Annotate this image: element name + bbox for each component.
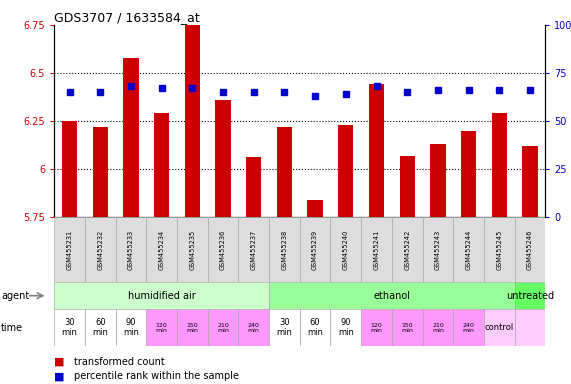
Text: 120
min: 120 min [156,323,168,333]
Text: GSM455238: GSM455238 [282,230,287,270]
Bar [400,156,415,217]
Bar [514,217,545,282]
Bar [514,309,545,346]
Bar [54,309,85,346]
Bar [277,127,292,217]
Text: 150
min: 150 min [186,323,198,333]
Text: 240
min: 240 min [248,323,260,333]
Bar [115,217,146,282]
Bar [239,309,269,346]
Bar [492,113,507,217]
Bar [369,84,384,217]
Bar [54,282,269,309]
Bar [392,309,423,346]
Text: 150
min: 150 min [401,323,413,333]
Bar [177,217,208,282]
Bar [269,282,514,309]
Bar [184,25,200,217]
Bar [208,217,239,282]
Text: 210
min: 210 min [217,323,229,333]
Bar [215,100,231,217]
Bar [453,217,484,282]
Text: GSM455237: GSM455237 [251,230,257,270]
Bar [269,217,300,282]
Bar [85,217,115,282]
Text: 90
min: 90 min [123,318,139,337]
Bar [208,309,239,346]
Bar [54,217,85,282]
Bar [146,217,177,282]
Bar [331,309,361,346]
Bar [300,309,331,346]
Text: GSM455239: GSM455239 [312,230,318,270]
Bar [177,309,208,346]
Bar [392,217,423,282]
Bar [361,309,392,346]
Text: agent: agent [1,291,29,301]
Bar [62,121,77,217]
Bar [146,309,177,346]
Text: 210
min: 210 min [432,323,444,333]
Text: GSM455231: GSM455231 [67,230,73,270]
Text: 240
min: 240 min [463,323,475,333]
Text: time: time [1,323,23,333]
Bar [361,217,392,282]
Text: GSM455245: GSM455245 [496,229,502,270]
Bar [514,282,545,309]
Text: GSM455241: GSM455241 [373,230,380,270]
Bar [461,131,476,217]
Text: GSM455234: GSM455234 [159,230,164,270]
Text: GSM455242: GSM455242 [404,229,410,270]
Bar [484,217,514,282]
Text: ■: ■ [54,371,69,381]
Text: percentile rank within the sample: percentile rank within the sample [74,371,239,381]
Bar [522,146,538,217]
Bar [154,113,170,217]
Bar [484,309,514,346]
Text: GSM455244: GSM455244 [465,229,472,270]
Text: GSM455243: GSM455243 [435,230,441,270]
Text: GSM455232: GSM455232 [97,230,103,270]
Bar [331,217,361,282]
Bar [300,217,331,282]
Text: transformed count: transformed count [74,357,165,367]
Bar [307,200,323,217]
Bar [115,309,146,346]
Bar [423,217,453,282]
Bar [423,309,453,346]
Text: GSM455233: GSM455233 [128,230,134,270]
Bar [246,157,262,217]
Text: 60
min: 60 min [307,318,323,337]
Text: control: control [485,323,514,332]
Text: GSM455246: GSM455246 [527,229,533,270]
Text: ethanol: ethanol [373,291,411,301]
Text: GSM455235: GSM455235 [190,230,195,270]
Text: 60
min: 60 min [93,318,108,337]
Text: 30
min: 30 min [276,318,292,337]
Bar [430,144,445,217]
Text: ■: ■ [54,357,69,367]
Text: 30
min: 30 min [62,318,78,337]
Bar [123,58,139,217]
Bar [338,125,353,217]
Text: 120
min: 120 min [371,323,383,333]
Text: GSM455240: GSM455240 [343,229,349,270]
Text: humidified air: humidified air [128,291,195,301]
Bar [93,127,108,217]
Bar [453,309,484,346]
Bar [269,309,300,346]
Text: 90
min: 90 min [338,318,354,337]
Bar [85,309,115,346]
Text: GSM455236: GSM455236 [220,230,226,270]
Text: untreated: untreated [506,291,554,301]
Bar [239,217,269,282]
Text: GDS3707 / 1633584_at: GDS3707 / 1633584_at [54,11,200,24]
